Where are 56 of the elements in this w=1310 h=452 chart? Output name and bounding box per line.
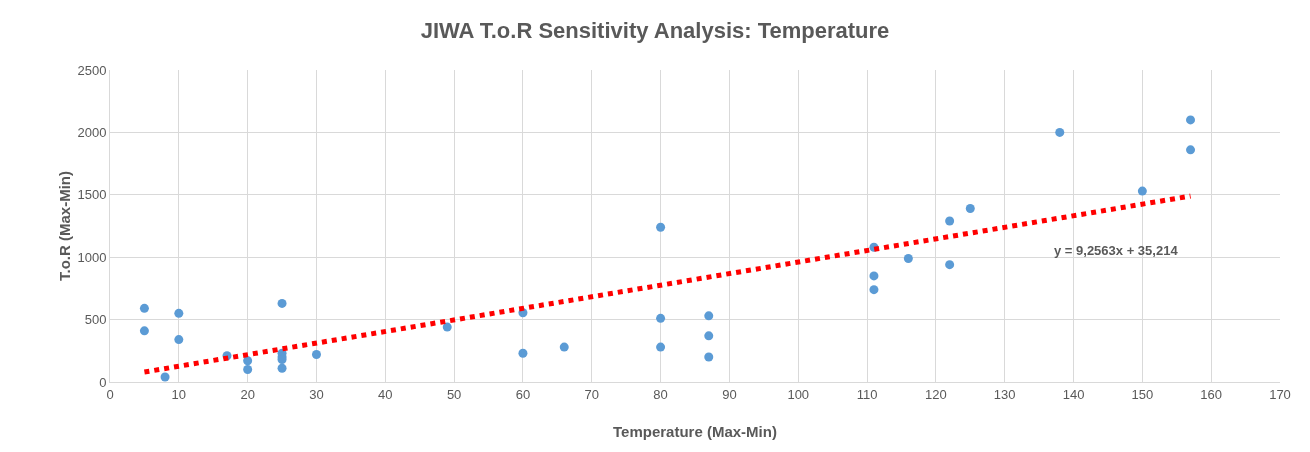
- x-tick-label: 130: [993, 386, 1016, 402]
- point: [1186, 115, 1196, 125]
- y-tick-label: 1000: [77, 249, 107, 265]
- point: [656, 222, 666, 232]
- y-tick-label: 0: [99, 374, 107, 390]
- point: [518, 348, 528, 358]
- x-tick-label: 120: [925, 386, 947, 402]
- x-tick-label: 20: [240, 386, 255, 402]
- point: [277, 363, 287, 373]
- point: [704, 331, 714, 341]
- point: [243, 356, 253, 366]
- point: [174, 335, 184, 345]
- x-tick-label: 100: [787, 386, 810, 402]
- x-tick-label: 150: [1131, 386, 1154, 402]
- x-tick-label: 80: [653, 386, 668, 402]
- x-tick-label: 40: [378, 386, 393, 402]
- point: [704, 311, 714, 321]
- x-tick-label: 160: [1200, 386, 1223, 402]
- point: [160, 372, 170, 382]
- point: [139, 303, 149, 313]
- x-tick-label: 70: [584, 386, 599, 402]
- point: [945, 260, 955, 270]
- point: [1137, 186, 1147, 196]
- point: [139, 326, 149, 336]
- point: [277, 298, 287, 308]
- x-tick-label: 90: [722, 386, 737, 402]
- point: [656, 342, 666, 352]
- annotation: y = 9,2563x + 35,214: [1054, 243, 1179, 258]
- x-tick-label: 30: [309, 386, 324, 402]
- point: [945, 216, 955, 226]
- y-tick-label: 500: [84, 312, 107, 328]
- x-tick-label: 10: [171, 386, 187, 402]
- point: [174, 308, 184, 318]
- point: [1186, 145, 1196, 155]
- point: [704, 352, 714, 362]
- x-tick-label: 50: [446, 386, 462, 402]
- x-tick-label: 60: [515, 386, 531, 402]
- point: [311, 350, 321, 360]
- point: [869, 285, 879, 295]
- point: [1055, 127, 1065, 137]
- point: [965, 204, 975, 214]
- point: [656, 313, 666, 323]
- x-tick-label: 170: [1269, 386, 1291, 402]
- y-tick-label: 2500: [77, 62, 107, 78]
- y-axis-title: T.o.R (Max-Min): [56, 171, 73, 281]
- point: [869, 271, 879, 281]
- point: [559, 342, 569, 352]
- y-tick-label: 2000: [77, 124, 107, 140]
- point: [903, 253, 913, 263]
- y-tick-label: 1500: [77, 187, 107, 203]
- point: [442, 322, 452, 332]
- chart-title: JIWA T.o.R Sensitivity Analysis: Temperature: [420, 18, 890, 43]
- x-tick-label: 110: [856, 386, 878, 402]
- point: [243, 365, 253, 375]
- x-tick-label: 140: [1062, 386, 1085, 402]
- x-axis-title: Temperature (Max-Min): [613, 423, 777, 440]
